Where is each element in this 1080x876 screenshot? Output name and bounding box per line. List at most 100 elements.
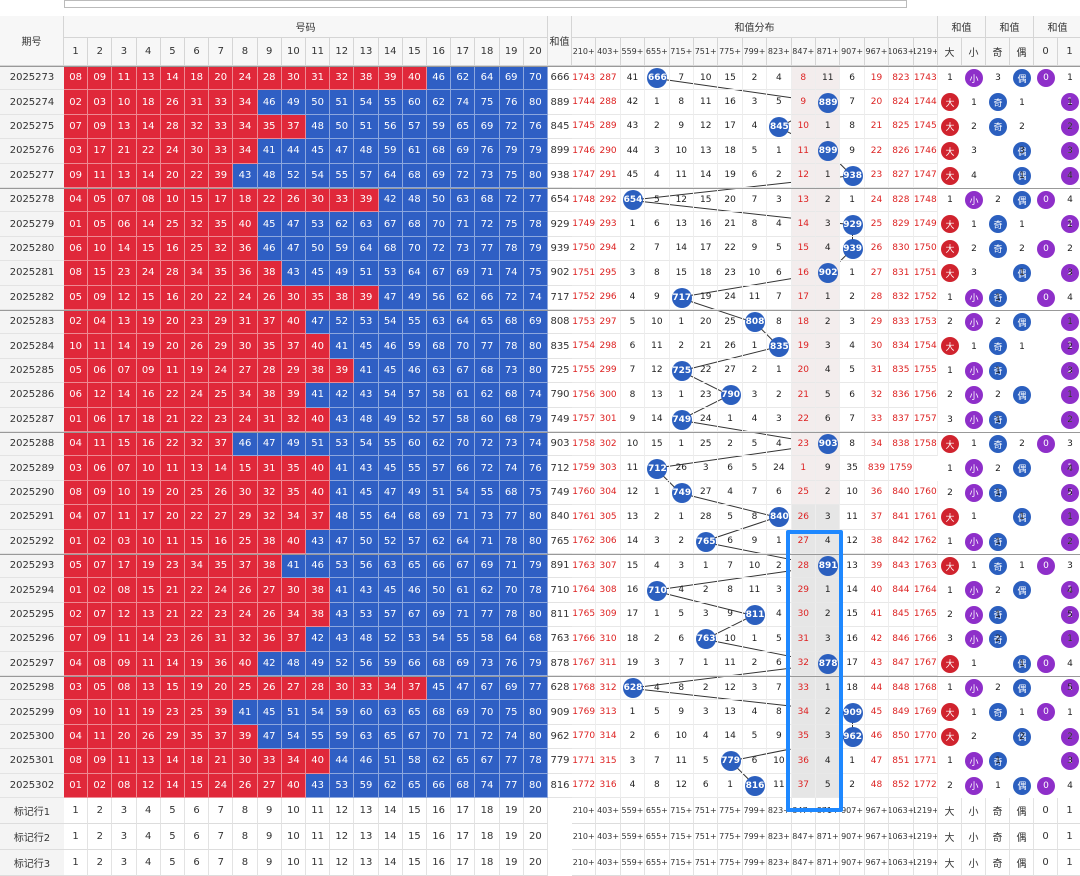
drawn-number: 26: [257, 285, 282, 310]
drawn-number: 14: [136, 163, 161, 188]
sum-dist-miss: 838: [889, 432, 914, 457]
row-sum: 811: [548, 603, 572, 628]
drawn-number: 72: [499, 188, 524, 213]
drawn-number: 76: [523, 456, 548, 481]
ext-miss: 1: [971, 658, 977, 669]
big-small-ball: 小: [965, 630, 983, 649]
sum-ball: 717: [671, 287, 692, 308]
ext-miss: 1: [1067, 634, 1073, 645]
drawn-number: 41: [281, 554, 306, 579]
drawn-number: 02: [64, 90, 89, 115]
odd-even-ball: 偶: [1013, 679, 1031, 697]
footer-num: 15: [402, 824, 427, 850]
row-sum: 763: [548, 627, 572, 652]
drawn-number: 72: [499, 114, 524, 140]
sum-dist-miss: 1: [694, 651, 719, 676]
drawn-number: 40: [402, 66, 427, 91]
sum-dist-miss: 15: [791, 236, 816, 262]
sum-dist-miss: 1: [718, 407, 743, 432]
drawn-number: 30: [185, 139, 210, 164]
drawn-number: 21: [160, 407, 185, 432]
sum-dist-hit: [840, 212, 865, 237]
ext-miss: 2: [995, 463, 1001, 474]
sum-dist-miss: 8: [840, 114, 865, 140]
sum-dist-miss: 24: [864, 188, 890, 213]
sum-dist-miss: 20: [694, 310, 719, 335]
ext-miss: 3: [995, 73, 1001, 84]
drawn-number: 05: [88, 212, 113, 237]
drawn-number: 22: [185, 407, 210, 432]
drawn-number: 63: [354, 724, 379, 750]
ext-miss: 2: [1067, 121, 1073, 132]
drawn-number: 73: [475, 651, 500, 676]
sum-dist-hit: [742, 602, 768, 628]
footer-num: 10: [281, 798, 306, 824]
drawn-number: 66: [427, 773, 452, 798]
ext-miss: 1: [1067, 73, 1073, 84]
sum-dist-miss: 4: [742, 407, 768, 432]
sum-dist-miss: 7: [767, 285, 792, 310]
drawn-number: 13: [112, 163, 137, 188]
drawn-number: 51: [281, 700, 306, 725]
drawn-number: 07: [88, 554, 113, 579]
row-issue: 2025287: [0, 407, 64, 432]
sum-dist-miss: 40: [864, 578, 890, 603]
ext-miss: 1: [995, 609, 1001, 620]
drawn-number: 17: [136, 505, 161, 530]
sum-dist-miss: 20: [791, 358, 816, 384]
sum-dist-miss: 6: [840, 383, 865, 408]
drawn-number: 49: [402, 285, 427, 310]
sum-dist-miss: 842: [889, 529, 914, 554]
sum-dist-miss: 12: [669, 773, 694, 798]
drawn-number: 13: [136, 66, 161, 91]
footer-num: 7: [209, 850, 234, 876]
drawn-number: 24: [160, 139, 185, 164]
sum-dist-miss: 3: [840, 310, 865, 335]
drawn-number: 29: [233, 505, 258, 530]
drawn-number: 79: [523, 407, 548, 432]
drawn-number: 46: [306, 554, 331, 579]
footer-num: 16: [427, 798, 452, 824]
sum-dist-miss: 7: [742, 188, 768, 213]
footer-label: 标记行2: [0, 824, 64, 850]
mod-ball: 0: [1037, 239, 1055, 258]
drawn-number: 20: [185, 285, 210, 310]
sum-dist-miss: 2: [767, 554, 792, 579]
sum-dist-miss: 7: [645, 749, 670, 774]
drawn-number: 05: [88, 676, 113, 701]
sum-dist-miss: 293: [596, 212, 621, 237]
drawn-number: 14: [160, 773, 185, 798]
header-num-col: 18: [475, 38, 500, 66]
drawn-number: 48: [354, 407, 379, 432]
sum-dist-miss: 2: [840, 773, 865, 798]
footer-num: 6: [185, 798, 210, 824]
sum-dist-miss: 1753: [913, 310, 938, 335]
footer-num: 6: [185, 850, 210, 876]
footer-num: 5: [160, 850, 185, 876]
odd-even-ball: 偶: [1013, 69, 1031, 87]
footer-dist: 907+: [840, 850, 865, 876]
sum-dist-miss: 11: [840, 505, 865, 530]
header-dist-col: 799+: [742, 38, 768, 66]
ext-miss: 1: [995, 487, 1001, 498]
drawn-number: 69: [499, 676, 524, 701]
sum-dist-miss: 22: [791, 407, 816, 432]
drawn-number: 48: [354, 627, 379, 652]
row-issue: 2025282: [0, 285, 64, 310]
drawn-number: 74: [523, 285, 548, 310]
drawn-number: 41: [330, 480, 355, 506]
drawn-number: 08: [64, 261, 89, 286]
drawn-number: 22: [160, 432, 185, 457]
drawn-number: 21: [160, 578, 185, 603]
footer-num: 8: [233, 824, 258, 850]
drawn-number: 06: [64, 383, 89, 408]
big-small-ball: 大: [941, 435, 959, 453]
ext-miss: 1: [1067, 317, 1073, 328]
sum-dist-miss: 10: [742, 261, 768, 286]
footer-dist: 403+: [596, 798, 621, 824]
drawn-number: 64: [378, 163, 403, 188]
drawn-number: 24: [233, 602, 258, 628]
sum-dist-hit: [767, 505, 792, 530]
drawn-number: 75: [523, 480, 548, 506]
drawn-number: 22: [136, 139, 161, 164]
